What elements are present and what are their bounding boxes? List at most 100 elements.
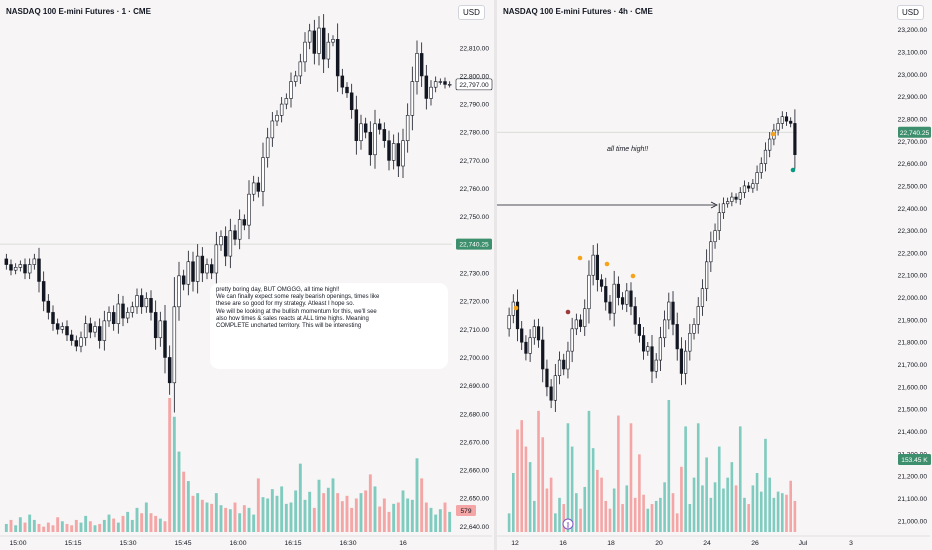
volume-bar bbox=[429, 507, 433, 532]
candle-down bbox=[223, 236, 228, 257]
note-line: pretty boring day, BUT OMGGG, all time h… bbox=[216, 287, 340, 293]
volume-bar bbox=[32, 519, 36, 532]
volume-bar bbox=[60, 521, 64, 532]
volume-bar bbox=[294, 490, 298, 532]
right-chart-pane[interactable]: 23,200.00 23,100.00 23,000.00 22,900.00 22,8… bbox=[497, 0, 932, 550]
candle-up bbox=[284, 98, 289, 105]
candle-up bbox=[763, 149, 768, 164]
y-tick-label: 22,600.00 bbox=[898, 161, 928, 168]
y-tick-label: 21,200.00 bbox=[898, 474, 928, 481]
candle-up bbox=[742, 185, 747, 193]
volume-bar bbox=[713, 482, 717, 532]
marked-price-tag-bg bbox=[898, 126, 931, 138]
candle-up bbox=[265, 137, 270, 158]
volume-bar bbox=[629, 423, 633, 532]
candle-up bbox=[158, 320, 163, 339]
candle-down bbox=[536, 326, 541, 341]
x-tick-label: 16:00 bbox=[229, 540, 246, 547]
volume-bar bbox=[37, 523, 41, 532]
candle-down bbox=[541, 339, 545, 370]
volume-bar bbox=[688, 504, 692, 532]
volume-bar bbox=[168, 398, 172, 532]
volume-bar bbox=[158, 518, 162, 532]
right-chart-title: NASDAQ 100 E-mini Futures · 4h · CME bbox=[503, 7, 653, 16]
x-tick-label: 16:15 bbox=[284, 540, 301, 547]
candle-up bbox=[186, 261, 191, 285]
candle-down bbox=[74, 340, 79, 347]
volume-bar bbox=[74, 519, 78, 532]
y-tick-label: 22,790.00 bbox=[460, 102, 490, 109]
candle-up bbox=[228, 230, 233, 257]
candle-down bbox=[335, 39, 340, 77]
volume-bar bbox=[420, 478, 424, 532]
volume-bar bbox=[364, 490, 368, 532]
candle-down bbox=[396, 143, 401, 167]
candle-down bbox=[345, 86, 349, 94]
candle-up bbox=[270, 120, 275, 139]
candle-up bbox=[726, 201, 730, 205]
volume-bar bbox=[410, 499, 414, 532]
x-tick-label: 26 bbox=[751, 540, 759, 547]
candle-down bbox=[616, 283, 620, 298]
candle-up bbox=[705, 261, 709, 289]
volume-bar bbox=[214, 493, 218, 532]
candle-up bbox=[410, 81, 415, 116]
candle-down bbox=[9, 264, 13, 271]
candle-up bbox=[205, 264, 209, 274]
volume-bar bbox=[650, 504, 654, 532]
left-chart-note[interactable]: pretty boring day, BUT OMGGG, all time h… bbox=[210, 283, 448, 369]
candle-up bbox=[507, 315, 511, 330]
candle-up bbox=[759, 163, 763, 173]
candle-up bbox=[433, 81, 438, 88]
volume-bar bbox=[583, 486, 587, 532]
volume-bar bbox=[680, 466, 683, 532]
candle-up bbox=[60, 326, 65, 330]
left-currency-button[interactable]: USD bbox=[458, 5, 485, 20]
volume-bar bbox=[671, 493, 675, 532]
pane-divider[interactable] bbox=[494, 0, 497, 550]
candle-up bbox=[713, 230, 717, 243]
volume-bar bbox=[121, 515, 125, 532]
candle-up bbox=[646, 346, 650, 352]
candle-up bbox=[654, 359, 658, 372]
volume-bar bbox=[415, 458, 419, 532]
right-currency-button[interactable]: USD bbox=[897, 5, 924, 20]
left-chart-canvas[interactable]: 22,810.00 22,800.00 22,790.00 22,780.00 22,7… bbox=[0, 0, 494, 550]
y-tick-label: 22,810.00 bbox=[460, 45, 490, 52]
right-chart-canvas[interactable]: 23,200.00 23,100.00 23,000.00 22,900.00 22,8… bbox=[497, 0, 932, 550]
candle-down bbox=[111, 312, 116, 324]
candle-up bbox=[125, 312, 130, 319]
volume-bar bbox=[738, 426, 742, 532]
volume-bar bbox=[322, 493, 326, 532]
x-tick-label: 15:45 bbox=[174, 540, 191, 547]
candle-down bbox=[4, 258, 9, 265]
candle-down bbox=[256, 182, 261, 192]
y-tick-label: 21,600.00 bbox=[898, 384, 928, 391]
volume-bar bbox=[149, 513, 153, 532]
candle-up bbox=[373, 123, 377, 156]
left-chart-pane[interactable]: 22,810.00 22,800.00 22,790.00 22,780.00 22,7… bbox=[0, 0, 494, 550]
volume-bar bbox=[722, 488, 725, 532]
candle-down bbox=[242, 219, 247, 226]
volume-bar bbox=[424, 502, 428, 532]
candle-down bbox=[377, 123, 382, 130]
candle-up bbox=[237, 219, 242, 240]
x-tick-label: 16 bbox=[559, 540, 567, 547]
volume-bar bbox=[102, 519, 106, 532]
volume-bar bbox=[270, 489, 274, 532]
candle-up bbox=[326, 41, 331, 60]
volume-tag-bg bbox=[898, 454, 931, 465]
volume-bar bbox=[638, 454, 641, 532]
candle-down bbox=[181, 275, 186, 285]
volume-bar bbox=[776, 491, 780, 532]
candle-down bbox=[121, 303, 125, 319]
all-time-high-annotation: all time high!! bbox=[607, 146, 649, 153]
volume-bar bbox=[575, 493, 578, 532]
candle-up bbox=[307, 30, 312, 43]
volume-bar bbox=[600, 477, 603, 532]
candle-up bbox=[532, 326, 536, 339]
signal-dot bbox=[790, 167, 796, 173]
volume-bar bbox=[434, 514, 438, 532]
event-marker-label: ⟫ bbox=[566, 521, 570, 529]
volume-bar bbox=[224, 507, 228, 532]
